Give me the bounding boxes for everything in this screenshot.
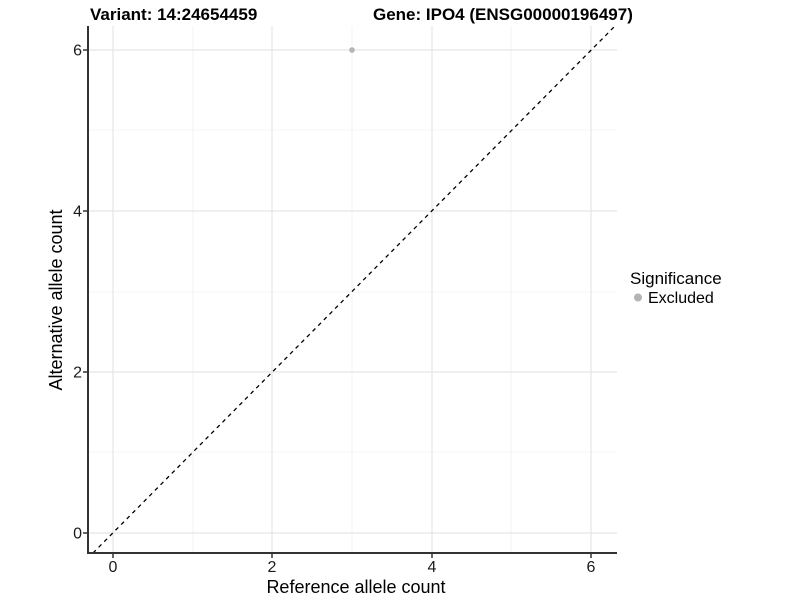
plot-title-variant: Variant: 14:24654459 xyxy=(90,5,257,24)
plot-title-gene: Gene: IPO4 (ENSG00000196497) xyxy=(373,5,633,24)
gridlines-minor xyxy=(88,26,617,553)
y-axis-title: Alternative allele count xyxy=(46,209,66,390)
x-tick-label-4: 4 xyxy=(428,559,437,576)
x-axis-title: Reference allele count xyxy=(266,577,445,597)
identity-reference-line xyxy=(92,25,616,554)
x-axis-tick-labels: 0 2 4 6 xyxy=(109,559,596,576)
y-tick-label-6: 6 xyxy=(73,43,82,60)
y-tick-label-0: 0 xyxy=(73,526,82,543)
legend: Significance Excluded xyxy=(630,269,722,307)
x-tick-label-6: 6 xyxy=(587,559,596,576)
x-axis-tick-marks xyxy=(112,553,592,558)
y-axis-tick-labels: 6 4 2 0 xyxy=(73,43,82,543)
legend-title: Significance xyxy=(630,269,722,288)
x-tick-label-0: 0 xyxy=(109,559,118,576)
y-tick-label-2: 2 xyxy=(73,365,82,382)
y-tick-label-4: 4 xyxy=(73,204,82,221)
y-axis-tick-marks xyxy=(83,49,88,534)
data-point-excluded xyxy=(349,47,355,53)
x-tick-label-2: 2 xyxy=(268,559,277,576)
plot-panel xyxy=(88,26,617,553)
legend-label-excluded: Excluded xyxy=(648,290,714,307)
legend-key-excluded-icon xyxy=(634,293,642,302)
